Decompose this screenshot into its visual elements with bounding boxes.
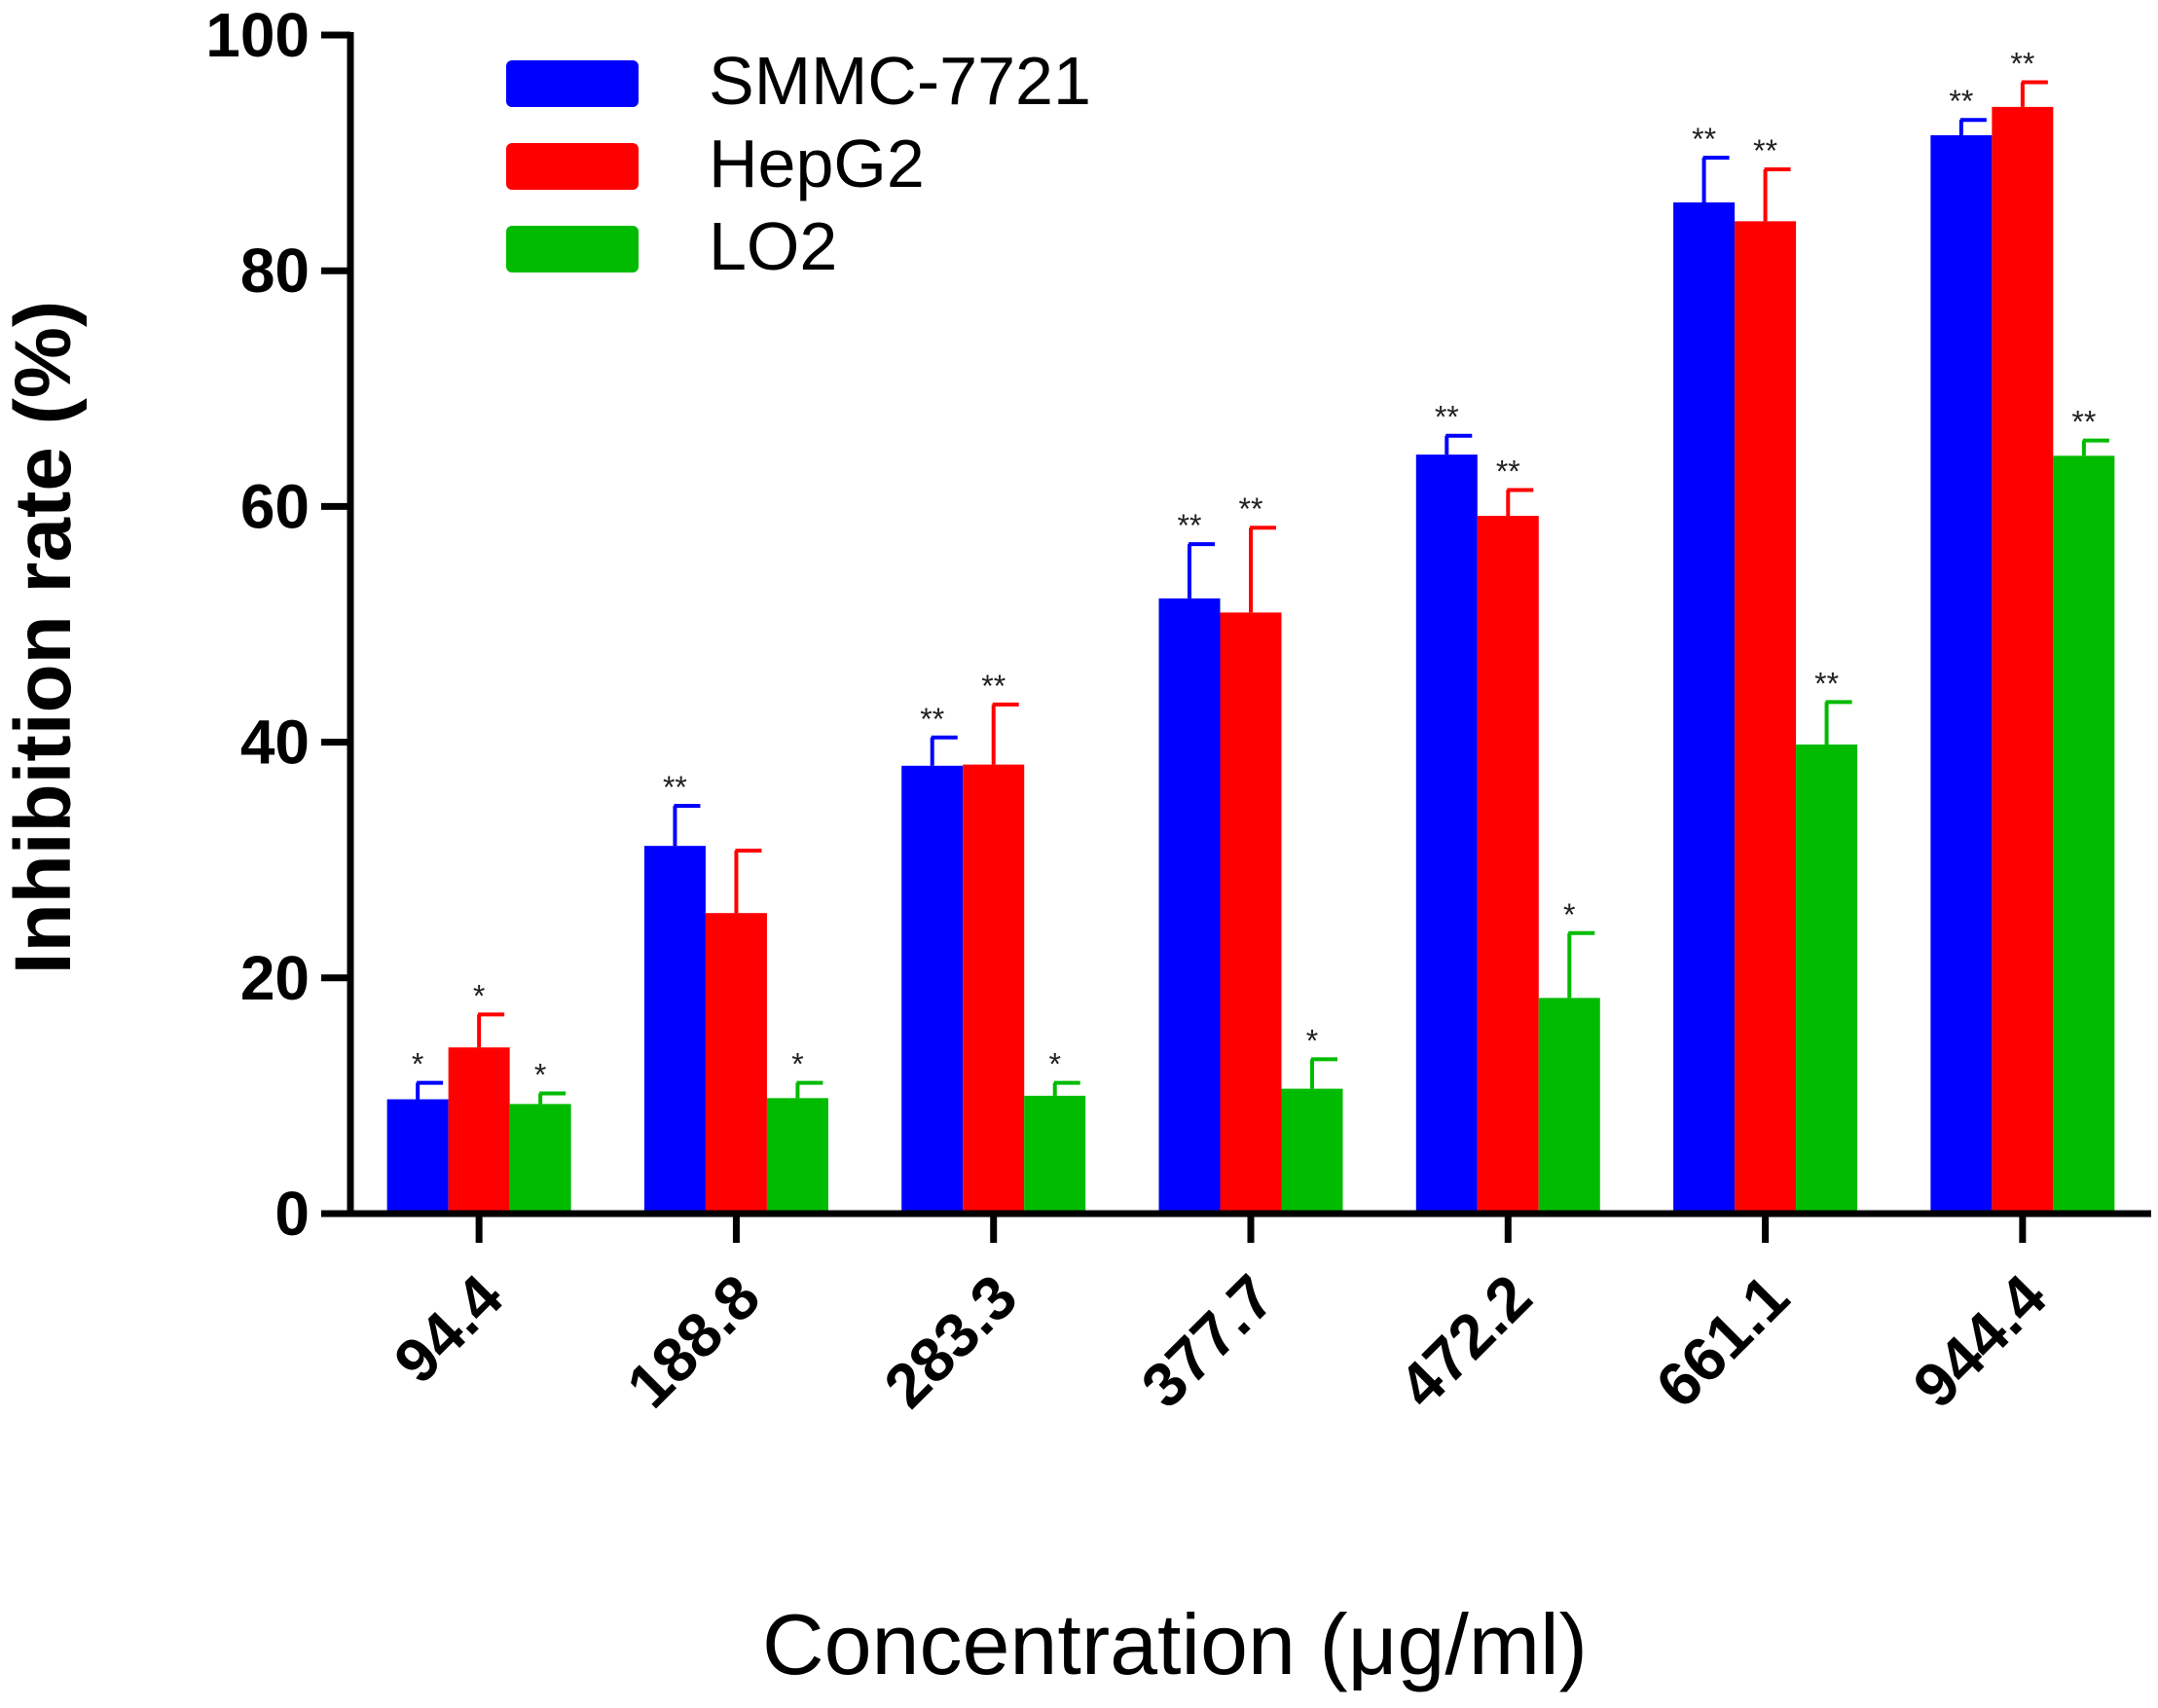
- legend-swatch-lo2: [506, 226, 639, 273]
- bar-hepg2-188.8: [705, 913, 767, 1214]
- significance-marker: **: [1949, 84, 1973, 119]
- y-tick-label: 60: [240, 471, 310, 541]
- bar-hepg2-944.4: [1992, 106, 2054, 1215]
- legend-label: HepG2: [709, 126, 925, 201]
- y-tick-label: 0: [274, 1179, 310, 1249]
- significance-marker: *: [1048, 1047, 1060, 1082]
- significance-marker: *: [473, 978, 485, 1013]
- bar-lo2-188.8: [766, 1098, 828, 1214]
- x-tick-label: 94.4: [381, 1261, 516, 1397]
- significance-marker: **: [1435, 400, 1459, 435]
- bar-lo2-472.2: [1538, 998, 1600, 1214]
- y-tick-label: 20: [240, 943, 310, 1013]
- significance-marker: **: [1496, 454, 1520, 489]
- significance-marker: **: [1239, 491, 1263, 527]
- x-tick-label: 661.1: [1642, 1261, 1802, 1421]
- y-axis-ticks: 0 20 40 60 80 100: [205, 0, 350, 1249]
- bar-smmc-7721-283.3: [901, 765, 964, 1214]
- significance-marker: **: [920, 702, 944, 737]
- bar-hepg2-377.7: [1220, 612, 1282, 1214]
- bar-smmc-7721-944.4: [1930, 134, 1993, 1214]
- significance-marker: **: [2071, 405, 2096, 440]
- x-axis-ticks: 94.4 188.8 283.3 377.7 472.2 661.1 944.4: [381, 1214, 2060, 1421]
- significance-marker: **: [1692, 122, 1716, 157]
- significance-marker: **: [2010, 46, 2034, 81]
- legend-swatch-hepg2: [506, 143, 639, 190]
- bar-hepg2-94.4: [448, 1047, 510, 1214]
- x-axis-title: Concentration (μg/ml): [762, 1596, 1588, 1692]
- significance-marker: *: [1306, 1023, 1318, 1058]
- bar-lo2-944.4: [2053, 455, 2115, 1214]
- bar-smmc-7721-472.2: [1415, 454, 1478, 1215]
- x-tick-label: 472.2: [1385, 1261, 1545, 1421]
- bar-lo2-283.3: [1024, 1095, 1086, 1214]
- y-axis-title: Inhibition rate (%): [0, 301, 88, 974]
- significance-marker: *: [412, 1047, 423, 1082]
- y-tick-label: 40: [240, 708, 310, 778]
- significance-marker: *: [534, 1057, 546, 1092]
- bar-smmc-7721-377.7: [1158, 598, 1221, 1214]
- significance-marker: **: [1178, 508, 1202, 543]
- x-tick-label: 188.8: [613, 1261, 773, 1421]
- x-tick-label: 377.7: [1128, 1261, 1288, 1421]
- y-tick-label: 80: [240, 236, 310, 306]
- significance-marker: **: [1814, 666, 1839, 701]
- significance-marker: *: [791, 1047, 803, 1082]
- bar-smmc-7721-661.1: [1673, 201, 1736, 1214]
- legend-label: SMMC-7721: [709, 43, 1091, 119]
- bar-lo2-377.7: [1281, 1088, 1343, 1214]
- bar-lo2-94.4: [509, 1104, 571, 1214]
- significance-marker: **: [981, 669, 1006, 704]
- significance-marker: *: [1563, 897, 1575, 932]
- significance-marker: **: [663, 770, 687, 805]
- bar-hepg2-472.2: [1477, 516, 1539, 1214]
- legend-label: LO2: [709, 208, 837, 284]
- x-tick-label: 283.3: [870, 1261, 1030, 1421]
- x-tick-label: 944.4: [1900, 1261, 2060, 1421]
- bar-smmc-7721-188.8: [643, 846, 706, 1214]
- bar-hepg2-661.1: [1735, 221, 1797, 1214]
- y-tick-label: 100: [205, 0, 310, 70]
- bars-layer: ************* ********** **********: [386, 46, 2115, 1215]
- bar-lo2-661.1: [1796, 745, 1858, 1214]
- bar-smmc-7721-94.4: [386, 1099, 449, 1214]
- significance-marker: **: [1753, 133, 1777, 168]
- bar-hepg2-283.3: [963, 764, 1025, 1214]
- legend-swatch-smmc-7721: [506, 60, 639, 107]
